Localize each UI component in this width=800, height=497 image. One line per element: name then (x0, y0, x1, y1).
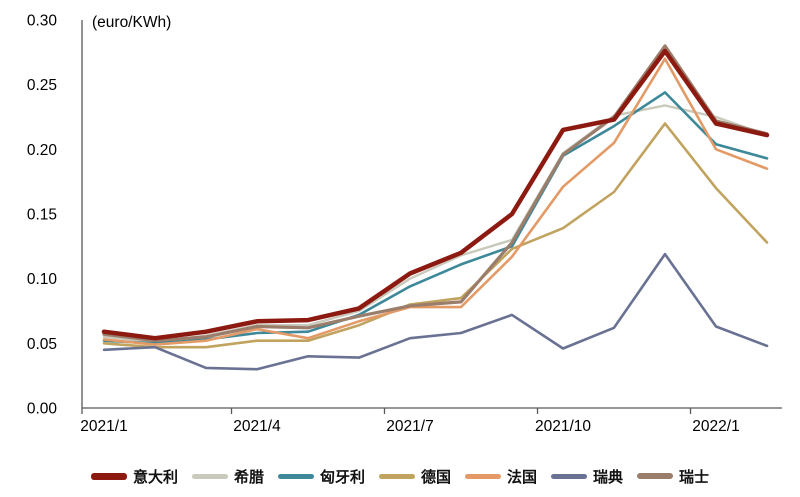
x-tick-label: 2021/4 (233, 418, 281, 435)
legend-swatch (90, 472, 127, 480)
series-line-6 (102, 44, 769, 343)
y-tick-label: 0.05 (27, 336, 57, 353)
series-line-3 (102, 122, 769, 349)
x-tick-label: 2021/10 (535, 418, 591, 435)
legend-label: 意大利 (132, 468, 178, 486)
y-tick-label: 0.10 (27, 271, 58, 288)
legend-item-2: 匈牙利 (277, 466, 365, 487)
legend-item-5: 瑞典 (551, 466, 623, 487)
legend-item-0: 意大利 (90, 466, 178, 487)
legend-item-4: 法国 (465, 466, 537, 487)
x-tick-label: 2022/1 (692, 418, 739, 435)
series-line-0 (101, 48, 770, 341)
x-tick-label: 2021/7 (386, 418, 433, 435)
legend-label: 希腊 (233, 468, 264, 486)
x-tick-label: 2021/1 (80, 418, 127, 435)
y-tick-label: 0.15 (27, 207, 57, 224)
y-tick-label: 0.25 (27, 77, 57, 94)
legend-label: 德国 (420, 468, 451, 486)
legend-swatch (465, 473, 501, 479)
legend-label: 法国 (507, 468, 538, 486)
series-line-5 (102, 252, 769, 371)
line-chart: 0.00 0.05 0.10 0.15 0.20 0.25 0.30 2021/1 2021/4… (27, 13, 782, 435)
y-tick-label: 0.20 (27, 142, 58, 159)
legend-swatch (637, 473, 674, 479)
legend-item-1: 希腊 (191, 466, 264, 487)
legend-swatch (191, 473, 228, 479)
legend-swatch (277, 473, 314, 479)
legend-swatch (378, 473, 415, 479)
series-line-2 (102, 91, 769, 345)
y-tick-label: 0.00 (27, 401, 58, 418)
legend-swatch (551, 473, 588, 479)
legend-item-6: 瑞士 (637, 466, 709, 487)
series-line-4 (102, 57, 769, 346)
legend-item-3: 德国 (378, 466, 451, 487)
legend-label: 瑞士 (679, 468, 710, 486)
legend: 意大利 希腊 匈牙利 德国 法国 瑞典 瑞士 (0, 463, 800, 489)
y-tick-label: 0.30 (27, 13, 58, 30)
legend-label: 瑞典 (593, 468, 624, 486)
axis-unit-label: (euro/KWh) (92, 14, 172, 31)
legend-label: 匈牙利 (319, 468, 365, 486)
